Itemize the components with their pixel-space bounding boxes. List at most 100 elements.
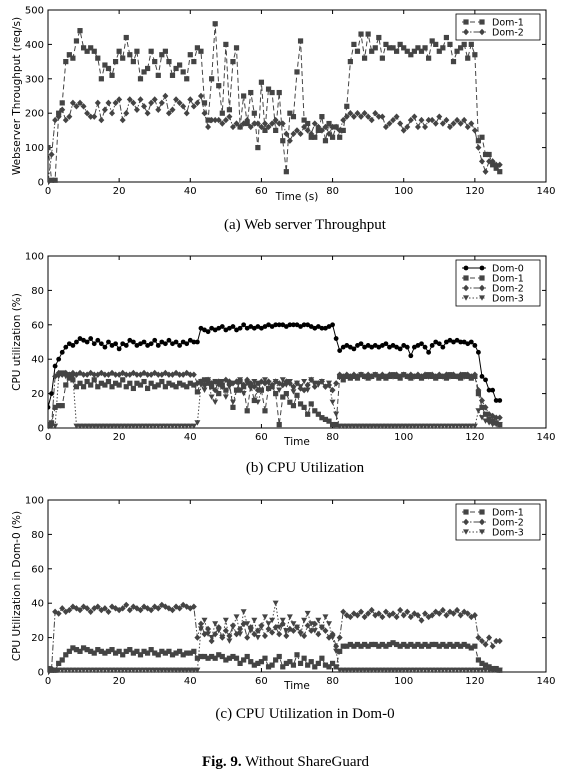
data-point-dom-2 — [165, 110, 172, 117]
data-point-dom-0 — [63, 344, 69, 350]
series-dom-3 — [48, 370, 503, 430]
data-point-dom-0 — [184, 341, 190, 347]
data-point-dom-0 — [326, 324, 332, 329]
data-point-dom-0 — [465, 341, 471, 347]
data-point-dom-0 — [88, 336, 94, 341]
data-point-dom-1 — [205, 380, 211, 386]
legend-label: Dom-3 — [492, 528, 524, 539]
data-point-dom-2 — [251, 630, 258, 638]
x-tick-label: 100 — [394, 432, 413, 443]
data-point-dom-2 — [397, 606, 404, 614]
data-point-dom-1 — [134, 380, 140, 386]
data-point-dom-3 — [333, 648, 340, 655]
data-point-dom-1 — [244, 408, 250, 414]
data-point-dom-2 — [372, 110, 379, 117]
data-point-dom-2 — [173, 96, 180, 103]
data-point-dom-1 — [116, 382, 122, 388]
y-tick-label: 500 — [25, 6, 44, 17]
data-point-dom-2 — [496, 414, 503, 421]
data-point-dom-2 — [404, 608, 411, 615]
data-point-dom-0 — [433, 339, 439, 345]
data-point-dom-3 — [258, 624, 265, 631]
data-point-dom-1 — [98, 76, 104, 82]
data-point-dom-1 — [372, 45, 378, 51]
legend-marker — [479, 509, 485, 515]
data-point-dom-2 — [133, 371, 140, 378]
data-point-dom-3 — [286, 378, 293, 385]
data-point-dom-1 — [383, 41, 389, 47]
figure-caption-text: Without ShareGuard — [245, 754, 369, 770]
data-point-dom-3 — [301, 617, 308, 624]
data-point-dom-3 — [226, 638, 233, 644]
data-point-dom-0 — [397, 346, 403, 352]
data-point-dom-2 — [183, 110, 190, 117]
data-point-dom-0 — [305, 322, 311, 328]
legend-marker — [463, 19, 469, 25]
legend-label: Dom-1 — [492, 508, 524, 519]
data-point-dom-2 — [347, 613, 354, 621]
data-point-dom-1 — [127, 380, 133, 386]
data-point-dom-1 — [475, 657, 482, 663]
data-point-dom-3 — [233, 614, 240, 620]
data-point-dom-3 — [276, 624, 283, 631]
data-point-dom-1 — [162, 650, 168, 656]
data-point-dom-2 — [261, 632, 268, 640]
data-point-dom-3 — [326, 380, 333, 387]
data-point-dom-3 — [219, 378, 226, 385]
data-point-dom-1 — [145, 65, 151, 72]
data-point-dom-2 — [151, 96, 158, 103]
data-point-dom-0 — [255, 324, 261, 329]
data-point-dom-0 — [323, 325, 328, 331]
data-point-dom-2 — [375, 610, 382, 617]
data-point-dom-2 — [482, 641, 489, 648]
x-tick-label: 0 — [45, 676, 51, 687]
data-point-dom-3 — [265, 621, 272, 627]
data-point-dom-3 — [237, 631, 244, 637]
data-point-dom-1 — [290, 114, 297, 120]
data-point-dom-3 — [318, 624, 325, 631]
plot-frame — [47, 255, 547, 429]
data-point-dom-2 — [365, 113, 372, 120]
data-point-dom-1 — [482, 411, 489, 417]
data-point-dom-2 — [358, 608, 365, 615]
data-point-dom-2 — [109, 110, 116, 117]
data-point-dom-3 — [233, 387, 240, 393]
legend-marker — [479, 265, 485, 271]
data-point-dom-3 — [55, 373, 62, 380]
data-point-dom-1 — [329, 421, 336, 428]
data-point-dom-0 — [273, 322, 279, 328]
data-point-dom-3 — [219, 635, 226, 641]
data-point-dom-2 — [439, 606, 446, 614]
data-point-dom-1 — [301, 404, 307, 410]
y-tick-label: 60 — [31, 564, 44, 575]
data-point-dom-2 — [52, 608, 59, 615]
data-point-dom-1 — [394, 48, 400, 54]
data-point-dom-2 — [276, 120, 283, 127]
data-point-dom-0 — [134, 343, 140, 348]
data-point-dom-2 — [496, 161, 503, 168]
data-point-dom-3 — [272, 600, 279, 606]
x-axis-label: Time (s) — [275, 191, 319, 203]
data-point-dom-1 — [351, 643, 357, 649]
data-point-dom-2 — [208, 637, 215, 645]
legend-label: Dom-1 — [492, 274, 524, 285]
data-point-dom-0 — [419, 341, 424, 347]
data-point-dom-1 — [120, 377, 126, 383]
data-point-dom-1 — [479, 134, 485, 140]
data-point-dom-1 — [329, 660, 336, 666]
data-point-dom-2 — [418, 617, 425, 624]
data-point-dom-1 — [98, 648, 104, 654]
data-point-dom-1 — [319, 655, 325, 661]
data-point-dom-3 — [237, 377, 244, 383]
data-point-dom-2 — [240, 620, 247, 628]
data-point-dom-0 — [362, 344, 367, 350]
data-point-dom-1 — [102, 382, 108, 388]
data-point-dom-0 — [486, 387, 492, 393]
data-point-dom-1 — [411, 48, 417, 54]
data-point-dom-1 — [376, 643, 382, 649]
data-point-dom-1 — [404, 643, 410, 649]
data-point-dom-2 — [158, 601, 165, 609]
data-point-dom-0 — [84, 339, 90, 345]
data-point-dom-2 — [322, 627, 329, 634]
data-point-dom-1 — [141, 648, 147, 654]
